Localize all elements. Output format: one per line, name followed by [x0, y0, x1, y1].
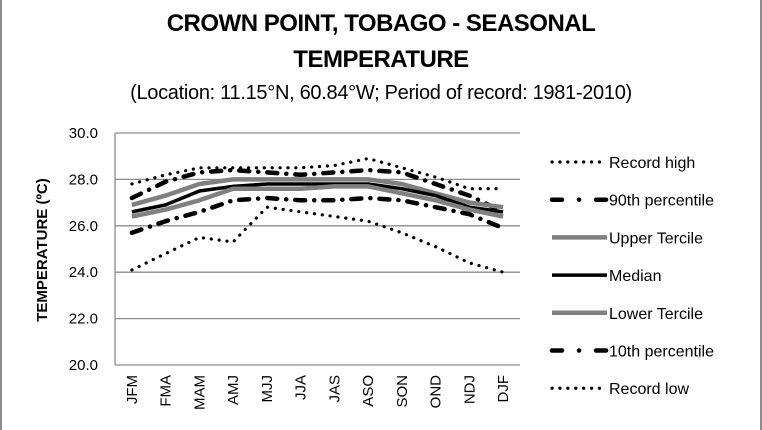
- x-tick-label: OND: [428, 375, 445, 409]
- series-line-90th-percentile: [129, 167, 506, 215]
- y-tick-label: 20.0: [69, 357, 98, 374]
- x-tick-label: MJJ: [259, 375, 276, 403]
- chart-subtitle: (Location: 11.15°N, 60.84°W; Period of r…: [130, 82, 632, 104]
- legend-label: Record low: [609, 381, 689, 398]
- x-tick-label: JJA: [293, 375, 310, 400]
- legend-label: 10th percentile: [609, 344, 714, 361]
- series-line-lower-tercile: [131, 184, 504, 219]
- legend-label: 90th percentile: [609, 193, 714, 210]
- series-lines: [129, 156, 506, 274]
- chart-title-line2: TEMPERATURE: [293, 46, 469, 73]
- x-tick-label: JAS: [326, 375, 343, 403]
- x-tick-label: DJF: [495, 375, 512, 403]
- series-line-upper-tercile: [131, 177, 504, 210]
- x-tick-label: AMJ: [225, 375, 242, 405]
- y-axis-label: TEMPERATURE (ºC): [34, 178, 51, 322]
- series-line-median: [131, 182, 504, 214]
- x-tick-labels: JFM FMA MAM AMJ MJJ JJA JAS ASO SON OND NDJ DJF: [124, 375, 512, 410]
- y-tick-labels: 20.0 22.0 24.0 26.0 28.0 30.0: [69, 125, 98, 374]
- legend-label: Lower Tercile: [609, 306, 703, 323]
- x-tick-label: FMA: [158, 375, 175, 407]
- y-tick-label: 24.0: [69, 264, 98, 281]
- x-tick-label: SON: [394, 375, 411, 408]
- x-tick-label: ASO: [360, 375, 377, 407]
- series-line-10th-percentile: [129, 195, 506, 236]
- x-tick-label: JFM: [124, 375, 141, 404]
- legend: Record high 90th percentile Upper Tercile M…: [549, 155, 714, 398]
- y-tick-label: 30.0: [69, 125, 98, 142]
- legend-label: Upper Tercile: [609, 230, 703, 247]
- legend-label: Median: [609, 268, 661, 285]
- series-line-record-high: [130, 156, 505, 191]
- y-tick-label: 26.0: [69, 218, 98, 235]
- x-tick-label: MAM: [191, 375, 208, 410]
- chart-title-line1: CROWN POINT, TOBAGO - SEASONAL: [166, 10, 596, 37]
- x-tick-label: NDJ: [461, 375, 478, 404]
- legend-label: Record high: [609, 155, 695, 172]
- y-tick-label: 22.0: [69, 311, 98, 328]
- y-tick-label: 28.0: [69, 171, 98, 188]
